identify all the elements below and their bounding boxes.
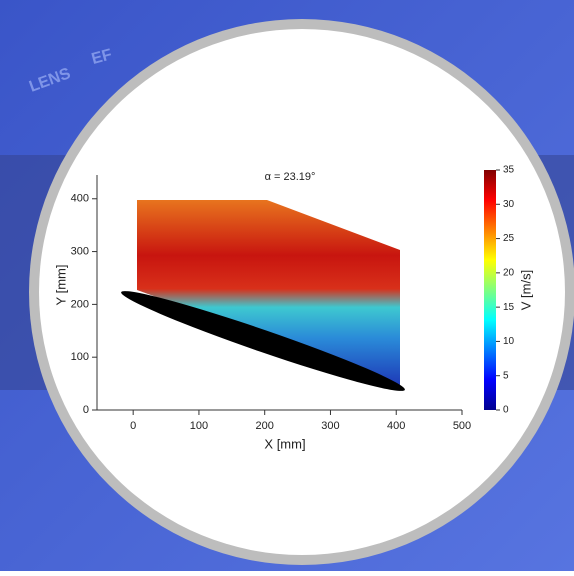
colorbar-label: V [m/s] (518, 270, 533, 310)
y-tick-label: 200 (71, 298, 89, 310)
y-tick-label: 300 (71, 245, 89, 257)
x-tick-label: 300 (321, 420, 339, 432)
y-tick-label: 400 (71, 193, 89, 205)
chart-title: α = 23.19° (265, 171, 316, 183)
colorbar (484, 170, 496, 410)
colorbar-tick-label: 30 (503, 199, 515, 210)
y-tick-label: 100 (71, 351, 89, 363)
badge: LENS EF α = 23.19° X [mm] Y [mm] V [m/s]… (0, 0, 574, 571)
x-tick-label: 100 (190, 420, 208, 432)
colorbar-tick-label: 20 (503, 267, 515, 278)
y-axis-label: Y [mm] (53, 265, 68, 306)
x-tick-label: 0 (130, 420, 136, 432)
colorbar-tick-label: 10 (503, 336, 515, 347)
x-tick-label: 200 (256, 420, 274, 432)
x-axis-label: X [mm] (264, 436, 305, 451)
colorbar-tick-label: 15 (503, 302, 515, 313)
colorbar-tick-label: 25 (503, 233, 515, 244)
colorbar-tick-label: 5 (503, 370, 509, 381)
colorbar-tick-label: 0 (503, 405, 509, 416)
y-tick-label: 0 (83, 404, 89, 416)
colorbar-tick-label: 35 (503, 165, 515, 176)
x-tick-label: 400 (387, 420, 405, 432)
x-tick-label: 500 (453, 420, 471, 432)
